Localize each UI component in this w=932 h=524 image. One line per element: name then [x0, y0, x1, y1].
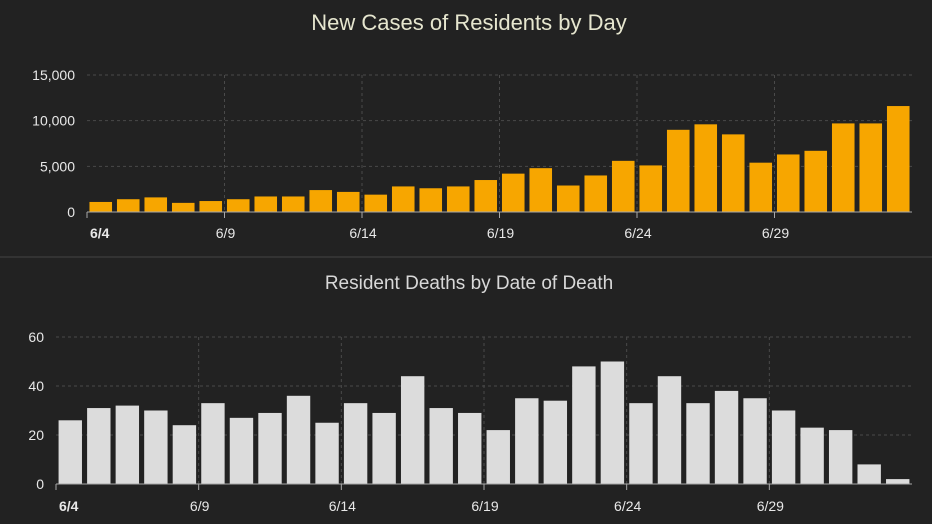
deaths-bar-6-26[interactable]: [686, 403, 710, 484]
cases-x-tick-label: 6/14: [349, 225, 376, 241]
cases-bar-7-1[interactable]: [831, 123, 855, 212]
deaths-y-tick-label: 60: [28, 329, 44, 345]
deaths-bar-6-28[interactable]: [743, 398, 767, 484]
cases-y-tick-label: 15,000: [32, 67, 75, 83]
cases-bar-6-11[interactable]: [281, 196, 305, 212]
deaths-bar-6-14[interactable]: [343, 403, 368, 484]
deaths-bar-6-10[interactable]: [229, 417, 254, 484]
cases-bar-6-12[interactable]: [309, 190, 333, 212]
deaths-x-axis: 6/4 6/9 6/14 6/19 6/24 6/29: [55, 483, 912, 514]
cases-bars: [89, 106, 910, 212]
cases-bar-6-29[interactable]: [776, 154, 800, 212]
cases-bar-7-2[interactable]: [859, 123, 883, 212]
deaths-y-tick-label: 40: [28, 378, 44, 394]
deaths-y-tick-label: 20: [28, 427, 44, 443]
cases-bar-6-26[interactable]: [694, 124, 718, 212]
cases-bar-6-10[interactable]: [254, 196, 278, 212]
cases-bar-6-25[interactable]: [666, 129, 690, 212]
deaths-bar-6-30[interactable]: [800, 427, 824, 484]
cases-bar-6-9[interactable]: [226, 199, 250, 212]
deaths-bar-7-2[interactable]: [857, 464, 881, 484]
cases-bar-6-18[interactable]: [474, 180, 498, 212]
deaths-x-tick-label: 6/14: [329, 498, 356, 514]
deaths-gridlines: [56, 336, 912, 484]
deaths-bar-6-4[interactable]: [58, 420, 82, 484]
deaths-bar-6-27[interactable]: [714, 390, 739, 484]
deaths-bar-6-18[interactable]: [458, 412, 482, 484]
cases-bar-6-30[interactable]: [804, 150, 828, 212]
deaths-y-tick-label: 0: [36, 476, 44, 492]
deaths-bar-7-1[interactable]: [828, 430, 853, 484]
deaths-bar-6-7[interactable]: [144, 410, 168, 485]
deaths-bar-6-6[interactable]: [115, 405, 140, 484]
cases-y-tick-label: 10,000: [32, 113, 75, 129]
deaths-bar-6-19[interactable]: [486, 430, 510, 484]
deaths-bar-6-17[interactable]: [429, 408, 453, 484]
deaths-bar-6-23[interactable]: [600, 361, 625, 485]
deaths-bar-6-15[interactable]: [372, 412, 396, 484]
cases-bar-6-15[interactable]: [391, 186, 415, 212]
deaths-bar-6-11[interactable]: [258, 412, 282, 484]
cases-bar-6-6[interactable]: [144, 197, 168, 212]
deaths-x-tick-label: 6/24: [614, 498, 641, 514]
deaths-x-tick-label: 6/29: [757, 498, 784, 514]
deaths-bars: [58, 361, 910, 485]
cases-x-tick-label: 6/9: [216, 225, 236, 241]
deaths-bar-6-22[interactable]: [572, 366, 596, 484]
cases-y-axis-ticks: 0 5,000 10,000 15,000: [32, 67, 75, 220]
cases-chart: New Cases of Residents by Day 0 5,000 10,0…: [32, 10, 912, 241]
deaths-bar-6-8[interactable]: [172, 425, 197, 484]
cases-bar-6-4[interactable]: [89, 201, 113, 212]
deaths-bar-6-24[interactable]: [629, 403, 653, 484]
deaths-x-tick-label: 6/4: [59, 498, 79, 514]
cases-gridlines: [87, 74, 912, 212]
cases-bar-6-28[interactable]: [749, 162, 773, 212]
cases-chart-title: New Cases of Residents by Day: [311, 10, 626, 35]
cases-bar-6-20[interactable]: [529, 168, 553, 212]
deaths-bar-6-29[interactable]: [771, 410, 796, 485]
cases-bar-6-7[interactable]: [171, 202, 195, 212]
deaths-x-tick-label: 6/19: [471, 498, 498, 514]
deaths-chart: Resident Deaths by Date of Death 0 20 40 60…: [28, 273, 912, 514]
cases-bar-6-13[interactable]: [336, 191, 360, 212]
cases-x-axis: 6/4 6/9 6/14 6/19 6/24 6/29: [86, 211, 912, 241]
deaths-bar-6-13[interactable]: [315, 422, 339, 484]
deaths-bar-6-12[interactable]: [286, 395, 311, 484]
cases-bar-6-14[interactable]: [364, 194, 388, 212]
cases-bar-6-8[interactable]: [199, 201, 223, 212]
deaths-bar-7-3[interactable]: [886, 479, 910, 484]
cases-bar-7-3[interactable]: [886, 106, 910, 212]
cases-bar-6-22[interactable]: [584, 175, 608, 212]
deaths-chart-title: Resident Deaths by Date of Death: [325, 273, 613, 294]
cases-x-tick-label: 6/4: [90, 225, 110, 241]
cases-y-tick-label: 0: [67, 204, 75, 220]
deaths-bar-6-16[interactable]: [400, 376, 425, 484]
deaths-bar-6-20[interactable]: [515, 398, 539, 484]
deaths-bar-6-21[interactable]: [543, 400, 568, 484]
cases-y-tick-label: 5,000: [40, 158, 75, 174]
deaths-bar-6-25[interactable]: [657, 376, 682, 484]
cases-bar-6-27[interactable]: [721, 134, 745, 212]
deaths-bar-6-9[interactable]: [201, 403, 225, 484]
cases-bar-6-24[interactable]: [639, 165, 663, 212]
deaths-y-axis-ticks: 0 20 40 60: [28, 329, 44, 492]
cases-bar-6-19[interactable]: [501, 173, 525, 212]
cases-bar-6-5[interactable]: [116, 199, 140, 212]
cases-x-tick-label: 6/19: [487, 225, 514, 241]
cases-bar-6-17[interactable]: [446, 186, 470, 212]
cases-x-tick-label: 6/24: [624, 225, 651, 241]
deaths-bar-6-5[interactable]: [87, 408, 111, 484]
cases-bar-6-23[interactable]: [611, 160, 635, 212]
cases-x-tick-label: 6/29: [762, 225, 789, 241]
cases-bar-6-16[interactable]: [419, 188, 443, 212]
cases-bar-6-21[interactable]: [556, 185, 580, 212]
deaths-x-tick-label: 6/9: [190, 498, 210, 514]
